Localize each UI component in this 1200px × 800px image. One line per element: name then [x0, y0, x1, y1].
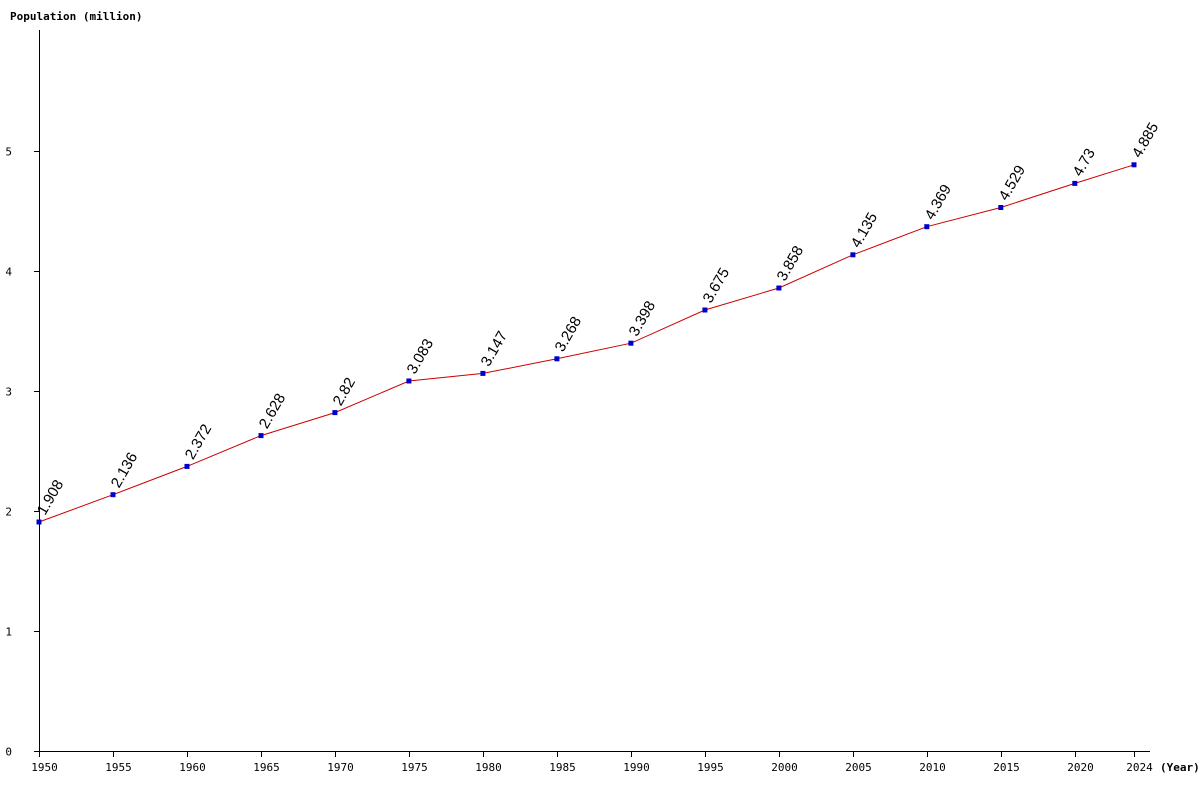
data-point [554, 356, 560, 362]
data-point [480, 370, 486, 376]
x-tick-label: 2000 [771, 761, 798, 774]
y-axis-ticks: 0 1 2 3 4 5 [5, 146, 39, 759]
x-tick-label: 1975 [401, 761, 428, 774]
data-label: 2.82 [330, 375, 359, 409]
data-point [36, 519, 42, 525]
data-label: 3.675 [700, 265, 733, 306]
data-label: 4.529 [996, 162, 1029, 203]
data-label: 3.083 [404, 336, 437, 377]
x-tick-label: 1960 [179, 761, 206, 774]
data-label: 3.268 [552, 314, 585, 355]
data-label: 4.885 [1129, 120, 1162, 161]
x-tick-label: 2015 [993, 761, 1020, 774]
data-point [998, 205, 1004, 210]
x-tick-label: 2020 [1067, 761, 1094, 774]
data-point [776, 285, 782, 291]
data-point [702, 307, 708, 313]
data-label: 1.908 [34, 477, 67, 518]
data-label: 4.369 [922, 182, 955, 223]
data-label: 4.73 [1070, 146, 1099, 180]
data-label: 2.628 [256, 391, 289, 432]
x-tick-label: 1955 [105, 761, 132, 774]
data-point [850, 252, 856, 258]
x-tick-label: 2010 [919, 761, 946, 774]
x-tick-label: 1980 [475, 761, 502, 774]
y-tick-label: 4 [5, 266, 12, 279]
data-point [1131, 162, 1137, 168]
data-point [628, 340, 634, 346]
data-point [924, 224, 930, 230]
y-tick-label: 5 [5, 146, 12, 159]
data-point [258, 433, 264, 439]
y-tick-label: 2 [5, 506, 12, 519]
x-tick-label: 1990 [623, 761, 650, 774]
x-tick-label: 1985 [549, 761, 576, 774]
x-tick-label: 2024 [1126, 761, 1153, 774]
y-tick-label: 3 [5, 386, 12, 399]
data-point [332, 410, 338, 416]
x-tick-label: 1950 [31, 761, 58, 774]
x-axis-ticks: 1950 1955 1960 1965 1970 1975 1980 1985 1990 1995… [31, 751, 1153, 774]
x-tick-label: 1965 [253, 761, 280, 774]
y-tick-label: 1 [5, 626, 12, 639]
y-tick-label: 0 [5, 746, 12, 759]
x-tick-label: 1970 [327, 761, 354, 774]
x-axis-title: (Year) [1160, 761, 1200, 774]
data-label: 4.135 [848, 210, 881, 251]
data-point [1072, 180, 1078, 186]
data-point [406, 378, 412, 384]
data-points [36, 162, 1137, 525]
data-label: 2.136 [108, 450, 141, 491]
series-line [38, 164, 1135, 523]
x-tick-label: 1995 [697, 761, 724, 774]
data-label: 3.147 [478, 328, 511, 369]
y-axis-title: Population (million) [10, 10, 142, 23]
data-point [110, 492, 116, 498]
data-point [184, 463, 190, 469]
x-tick-label: 2005 [845, 761, 872, 774]
